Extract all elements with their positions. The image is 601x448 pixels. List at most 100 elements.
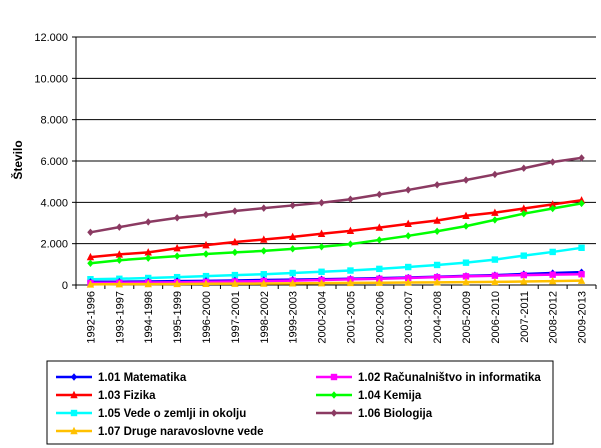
series-5: [87, 154, 585, 236]
data-point: [433, 216, 441, 224]
data-point: [462, 176, 470, 184]
data-point: [231, 248, 239, 257]
legend-marker: [70, 409, 78, 417]
series-lines: [86, 154, 586, 288]
data-point: [375, 278, 384, 286]
series-2: [86, 196, 586, 261]
data-point: [202, 279, 210, 287]
x-tick-label: 1997-2001: [230, 291, 242, 344]
data-point: [260, 247, 267, 255]
data-point: [347, 195, 354, 203]
x-tick-label: 2000-2004: [317, 291, 329, 344]
x-tick-label: 2008-2012: [548, 291, 560, 344]
legend-item: 1.06 Biologija: [316, 408, 433, 420]
data-point: [202, 272, 210, 280]
data-point: [86, 280, 95, 288]
data-point: [549, 271, 556, 278]
data-point: [491, 277, 499, 286]
data-point: [231, 279, 239, 287]
legend-marker: [330, 409, 338, 417]
y-tick-label: 8.000: [40, 115, 68, 127]
data-point: [520, 204, 528, 212]
data-point: [317, 278, 326, 287]
data-point: [549, 248, 556, 256]
y-tick-label: 12.000: [34, 32, 68, 44]
data-point: [405, 263, 412, 271]
data-point: [318, 268, 325, 275]
data-point: [144, 248, 152, 256]
data-point: [520, 210, 527, 218]
y-tick-label: 0: [62, 280, 68, 292]
data-point: [115, 250, 124, 258]
data-point: [375, 223, 384, 231]
data-point: [202, 211, 210, 219]
data-point: [491, 216, 499, 224]
data-point: [549, 204, 556, 213]
data-point: [173, 244, 181, 252]
data-point: [202, 250, 210, 258]
series-line: [90, 246, 582, 281]
data-point: [231, 207, 239, 215]
data-point: [346, 226, 355, 235]
legend-label: 1.06 Biologija: [358, 408, 433, 420]
data-point: [145, 254, 152, 262]
x-tick-label: 2004-2008: [432, 291, 444, 344]
data-point: [86, 252, 95, 261]
data-point: [404, 278, 412, 286]
data-point: [376, 265, 383, 273]
data-point: [520, 277, 528, 285]
data-point: [318, 199, 325, 207]
y-tick-label: 4.000: [40, 197, 68, 209]
legend-marker: [330, 391, 338, 399]
data-point: [116, 223, 123, 231]
series-line: [90, 279, 582, 286]
data-point: [405, 232, 412, 240]
data-point: [260, 271, 267, 278]
series-line: [90, 202, 582, 265]
data-point: [87, 228, 94, 236]
y-tick-label: 2.000: [40, 239, 68, 251]
data-point: [578, 244, 585, 251]
data-point: [462, 259, 470, 266]
data-point: [462, 222, 470, 230]
legend-label: 1.04 Kemija: [358, 390, 422, 402]
data-point: [491, 272, 499, 279]
legend-marker: [70, 390, 78, 399]
legend-marker: [70, 373, 78, 381]
legend-label: 1.05 Vede o zemlji in okolju: [98, 408, 246, 420]
data-point: [347, 240, 354, 248]
data-point: [491, 256, 499, 263]
x-tick-label: 1993-1997: [114, 291, 126, 344]
legend-item: 1.04 Kemija: [316, 390, 422, 402]
y-tick-labels: 0 2.000 4.000 6.000 8.000 10.000 12.000: [34, 32, 68, 292]
x-tick-label: 1992-1996: [85, 291, 97, 344]
legend-label: 1.01 Matematika: [98, 372, 187, 384]
x-tick-label: 1996-2000: [201, 291, 213, 344]
data-point: [144, 279, 152, 288]
legend-item: 1.07 Druge naravoslovne vede: [56, 426, 264, 438]
gridlines: [76, 36, 596, 245]
x-tick-label: 1995-1999: [172, 291, 184, 344]
series-line: [90, 273, 582, 285]
x-tick-label: 2007-2011: [519, 291, 531, 343]
data-point: [318, 243, 325, 251]
data-point: [376, 190, 383, 199]
data-point: [202, 240, 210, 249]
legend-marker: [70, 426, 78, 435]
data-point: [346, 278, 355, 287]
legend: 1.01 Matematika 1.02 Računalništvo in inf…: [46, 360, 554, 445]
legend-box: [46, 360, 554, 445]
data-point: [578, 199, 585, 208]
data-point: [289, 269, 296, 277]
data-point: [173, 214, 181, 222]
data-point: [260, 204, 267, 212]
y-tick-label: 6.000: [40, 156, 68, 168]
data-point: [260, 235, 268, 243]
x-tick-label: 2005-2009: [461, 291, 473, 344]
data-point: [433, 278, 441, 286]
data-point: [491, 170, 499, 179]
x-tick-labels: 1992-1996 1993-1997 1994-1998 1995-1999 1996…: [85, 291, 588, 344]
legend-label: 1.03 Fizika: [98, 390, 156, 402]
data-point: [405, 186, 412, 194]
x-tick-label: 2003-2007: [403, 291, 415, 344]
